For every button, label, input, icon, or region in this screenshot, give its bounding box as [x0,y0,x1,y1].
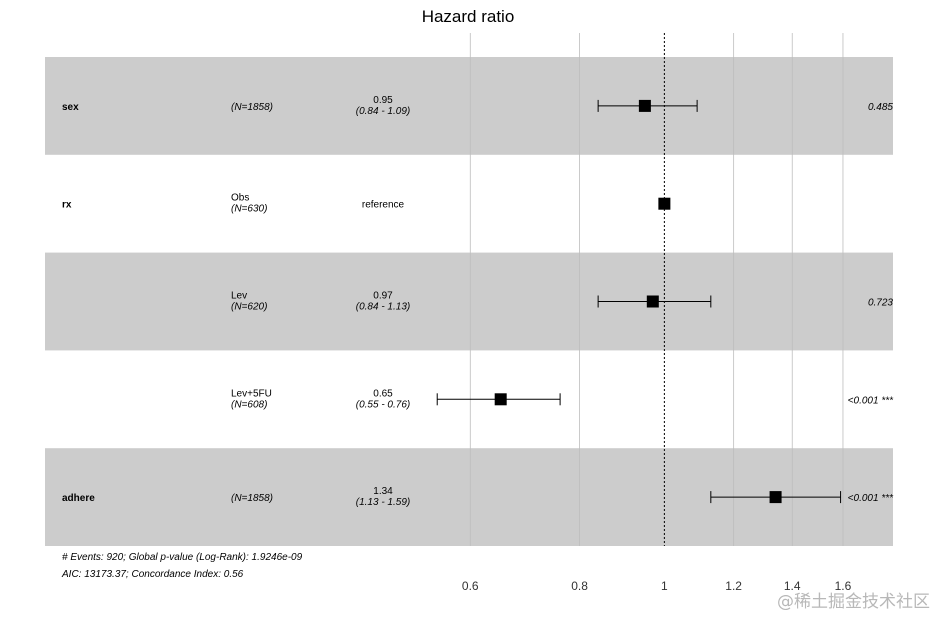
chart-title: Hazard ratio [422,7,515,26]
n-label: (N=1858) [231,102,273,113]
p-value: 0.485 [868,102,893,113]
variable-label: sex [62,102,79,113]
hr-value: 0.97 [373,291,393,302]
hr-point [638,99,651,112]
n-label: (N=620) [231,302,267,313]
hr-point [769,491,782,504]
footnote-events: # Events: 920; Global p-value (Log-Rank)… [62,552,303,563]
variable-label: adhere [62,493,95,504]
ci-value: (0.84 - 1.13) [356,302,410,313]
x-tick-label: 1.4 [784,579,801,593]
hr-value: reference [362,200,405,211]
forest-marks [436,99,842,504]
x-tick-label: 0.8 [571,579,588,593]
hr-value: 0.95 [373,95,393,106]
watermark: @稀土掘金技术社区 [777,592,930,612]
grid-lines [469,33,844,546]
x-tick-label: 0.6 [462,579,479,593]
row-bands [45,57,893,546]
level-label: Lev [231,291,247,302]
p-value: <0.001 *** [848,493,894,504]
hr-point [494,393,507,406]
row-band [45,57,893,155]
x-tick-label: 1.6 [835,579,852,593]
x-tick-label: 1 [661,579,668,593]
footnote-aic: AIC: 13173.37; Concordance Index: 0.56 [61,569,244,580]
p-value: <0.001 *** [848,395,894,406]
n-label: (N=630) [231,204,267,215]
ci-value: (0.55 - 0.76) [356,399,410,410]
x-tick-label: 1.2 [725,579,742,593]
variable-label: rx [62,200,72,211]
level-label: Lev+5FU [231,388,272,399]
hr-value: 1.34 [373,486,393,497]
p-value: 0.723 [868,298,893,309]
row-labels: sex (N=1858)0.95(0.84 - 1.09) 0.485rxObs(N… [62,95,894,508]
hr-point [646,295,659,308]
row-band [45,252,893,351]
ci-value: (0.84 - 1.09) [356,106,410,117]
n-label: (N=1858) [231,493,273,504]
level-label: Obs [231,193,249,204]
x-axis-ticks: 0.6 0.8 1 1.2 1.4 1.6 [462,579,852,593]
n-label: (N=608) [231,399,267,410]
hr-point [658,197,671,210]
ci-value: (1.13 - 1.59) [356,497,410,508]
hr-value: 0.65 [373,388,393,399]
